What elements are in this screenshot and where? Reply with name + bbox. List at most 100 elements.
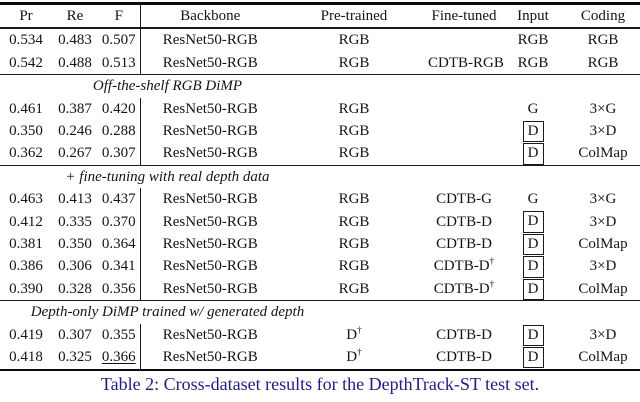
column-header-backbone: Backbone [180,8,241,24]
cell-pr: 0.350 [9,123,43,140]
cell-pretrained: RGB [338,258,370,275]
cell-re: 0.307 [58,326,92,343]
cell-coding: ColMap [578,145,628,162]
boxed-input-value: D [522,256,544,278]
cell-coding: 3×G [589,100,617,117]
cell-f: 0.437 [98,188,141,211]
section-row: + fine-tuning with real depth data [0,165,640,188]
cell-finetuned [428,120,500,142]
header-row: Pr Re F Backbone Pre-trained Fine-tuned … [0,3,640,29]
cell-backbone: ResNet50-RGB [162,100,258,117]
cell-f: 0.355 [98,323,141,347]
table-row: 0.463 0.413 0.437 ResNet50-RGB RGB CDTB-G G 3×G [0,188,640,211]
column-header-re: Re [66,8,84,24]
cell-finetuned: CDTB-D† [433,257,495,275]
cell-re: 0.483 [58,32,92,49]
cell-f: 0.420 [98,97,141,121]
cell-re: 0.267 [58,145,92,162]
section-cell: + fine-tuning with real depth data [0,165,640,188]
cell-pretrained: D† [346,325,362,343]
section-title: Depth-only DiMP trained w/ generated dep… [30,304,305,321]
cell-re: 0.306 [58,258,92,275]
table-caption: Table 2: Cross-dataset results for the D… [100,373,540,394]
cell-f: 0.341 [98,255,141,278]
section-cell: Off-the-shelf RGB DiMP [0,75,640,98]
cell-pr: 0.381 [9,236,43,253]
cell-pr: 0.542 [9,54,43,71]
cell-backbone: ResNet50-RGB [162,191,258,208]
cell-coding: 3×D [589,326,617,343]
cell-finetuned [428,98,500,120]
table-row: 0.381 0.350 0.364 ResNet50-RGB RGB CDTB-D D Col… [0,233,640,256]
table-body: 0.534 0.483 0.507 ResNet50-RGB RGB RGB RGB 0.54… [0,28,640,370]
cell-backbone: ResNet50-RGB [162,258,258,275]
dagger-superscript: † [357,348,362,359]
cell-input: RGB [517,32,549,49]
cell-input: D [500,324,566,346]
table-row: 0.461 0.387 0.420 ResNet50-RGB RGB G 3×G [0,97,640,121]
cell-coding: ColMap [578,349,628,366]
cell-backbone: ResNet50-RGB [162,145,258,162]
table-row: 0.350 0.246 0.288 ResNet50-RGB RGB D 3×D [0,120,640,143]
cell-coding: ColMap [578,236,628,253]
cell-coding: RGB [587,32,619,49]
section-title: Off-the-shelf RGB DiMP [92,78,243,95]
cell-re: 0.350 [58,236,92,253]
cell-re: 0.328 [58,280,92,297]
cell-pr: 0.463 [9,191,43,208]
cell-re: 0.325 [58,349,92,366]
cell-backbone: ResNet50-RGB [162,213,258,230]
cell-pretrained: RGB [338,280,370,297]
cell-pretrained: RGB [338,236,370,253]
boxed-input-value: D [522,120,544,143]
cell-pretrained: RGB [338,54,370,71]
cell-re: 0.413 [58,191,92,208]
cell-backbone: ResNet50-RGB [162,349,258,366]
cell-coding: RGB [587,54,619,71]
cell-pr: 0.418 [9,349,43,366]
cell-backbone: ResNet50-RGB [162,236,258,253]
results-table: Pr Re F Backbone Pre-trained Fine-tuned … [0,2,640,371]
cell-re: 0.246 [58,123,92,140]
dagger-superscript: † [357,325,362,336]
column-header-pretrained: Pre-trained [320,8,388,24]
section-title: + fine-tuning with real depth data [65,168,270,185]
cell-backbone: ResNet50-RGB [162,280,258,297]
cell-input: D [500,346,566,369]
section-cell: Depth-only DiMP trained w/ generated dep… [0,301,640,324]
cell-finetuned: CDTB-G [436,191,492,208]
cell-finetuned [428,142,500,165]
cell-coding: 3×G [589,191,617,208]
dagger-superscript: † [489,257,495,268]
cell-re: 0.488 [58,54,92,71]
cell-pr: 0.419 [9,326,43,343]
cell-f: 0.364 [98,233,141,256]
cell-input: G [527,100,539,117]
cell-finetuned: CDTB-D [436,236,492,253]
cell-finetuned: CDTB-D [436,349,492,366]
table-row: 0.418 0.325 0.366 ResNet50-RGB D† CDTB-D D ColM… [0,346,640,370]
table-row: 0.386 0.306 0.341 ResNet50-RGB RGB CDTB-D† D 3×… [0,255,640,278]
cell-f: 0.356 [98,277,141,301]
cell-pretrained: RGB [338,123,370,140]
boxed-input-value: D [522,324,544,346]
table-row: 0.362 0.267 0.307 ResNet50-RGB RGB D ColMap [0,142,640,166]
boxed-input-value: D [522,233,544,256]
cell-input: D [500,211,566,233]
cell-input: D [500,278,566,301]
cell-input: D [500,120,566,143]
cell-pretrained: D† [346,348,362,366]
cell-re: 0.335 [58,213,92,230]
table-header: Pr Re F Backbone Pre-trained Fine-tuned … [0,3,640,29]
table-row: 0.534 0.483 0.507 ResNet50-RGB RGB RGB RGB [0,28,640,52]
cell-pr: 0.534 [9,32,43,49]
column-header-finetuned: Fine-tuned [431,8,497,24]
cell-coding: ColMap [578,280,628,297]
cell-pr: 0.362 [9,145,43,162]
cell-pr: 0.461 [9,100,43,117]
cell-backbone: ResNet50-RGB [162,326,258,343]
column-header-coding: Coding [580,8,626,24]
cell-pretrained: RGB [338,100,370,117]
cell-f: 0.366 [98,346,141,370]
